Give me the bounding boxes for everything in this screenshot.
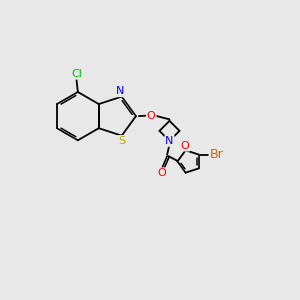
- Text: N: N: [165, 136, 174, 146]
- Text: Cl: Cl: [71, 69, 82, 79]
- Text: O: O: [181, 141, 189, 151]
- Text: O: O: [147, 110, 156, 121]
- Text: S: S: [118, 136, 125, 146]
- Text: N: N: [116, 86, 124, 96]
- Text: Br: Br: [209, 148, 223, 161]
- Text: O: O: [158, 168, 166, 178]
